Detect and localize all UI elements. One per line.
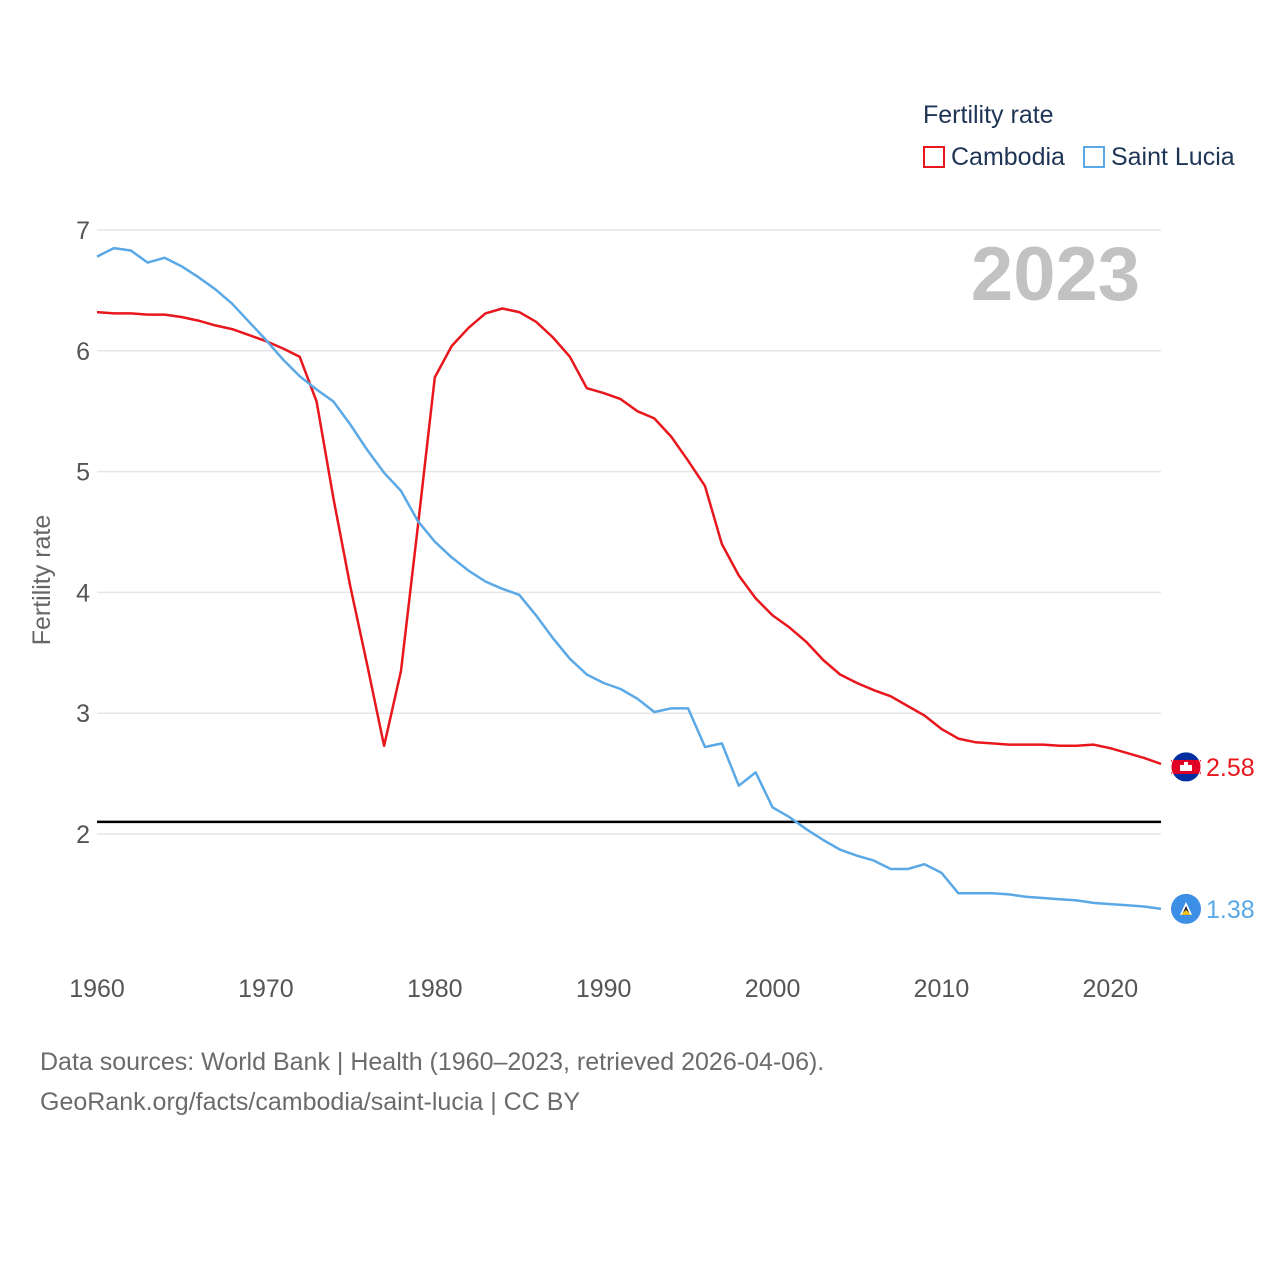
cambodia-end-value: 2.58 <box>1206 754 1255 782</box>
y-axis-label: Fertility rate <box>28 515 56 646</box>
footer: Data sources: World Bank | Health (1960–… <box>40 1042 824 1122</box>
saint-lucia-series-line <box>96 246 1162 911</box>
saint-lucia-flag-marker <box>1171 893 1201 924</box>
x-tick-label: 1980 <box>407 975 463 1003</box>
legend-label: Cambodia <box>951 143 1065 171</box>
legend-item-cambodia[interactable]: Cambodia <box>923 142 1065 172</box>
legend-swatch <box>1082 146 1105 168</box>
saint-lucia-end-value: 1.38 <box>1206 896 1255 924</box>
x-tick-label: 2000 <box>745 975 801 1003</box>
legend-item-saint-lucia[interactable]: Saint Lucia <box>1082 142 1235 172</box>
y-tick-label: 6 <box>76 338 90 366</box>
x-tick-label: 1960 <box>69 975 125 1003</box>
y-tick-label: 7 <box>76 217 90 245</box>
y-tick-label: 2 <box>76 821 90 849</box>
year-watermark: 2023 <box>971 232 1140 317</box>
legend: Fertility rate Cambodia Saint Lucia <box>923 100 1235 172</box>
x-tick-label: 2020 <box>1083 975 1139 1003</box>
legend-label: Saint Lucia <box>1110 143 1235 171</box>
attribution-text: GeoRank.org/facts/cambodia/saint-lucia |… <box>40 1088 581 1116</box>
x-tick-label: 1970 <box>238 975 294 1003</box>
legend-title: Fertility rate <box>923 101 1054 129</box>
y-tick-label: 4 <box>76 579 90 607</box>
legend-swatch <box>923 146 945 168</box>
cambodia-flag-marker <box>1170 751 1202 783</box>
cambodia-series-line <box>96 307 1162 766</box>
y-tick-label: 5 <box>76 459 90 487</box>
data-source-text: Data sources: World Bank | Health (1960–… <box>40 1048 825 1076</box>
x-tick-label: 2010 <box>914 975 970 1003</box>
y-tick-label: 3 <box>76 700 90 728</box>
x-tick-label: 1990 <box>576 975 632 1003</box>
